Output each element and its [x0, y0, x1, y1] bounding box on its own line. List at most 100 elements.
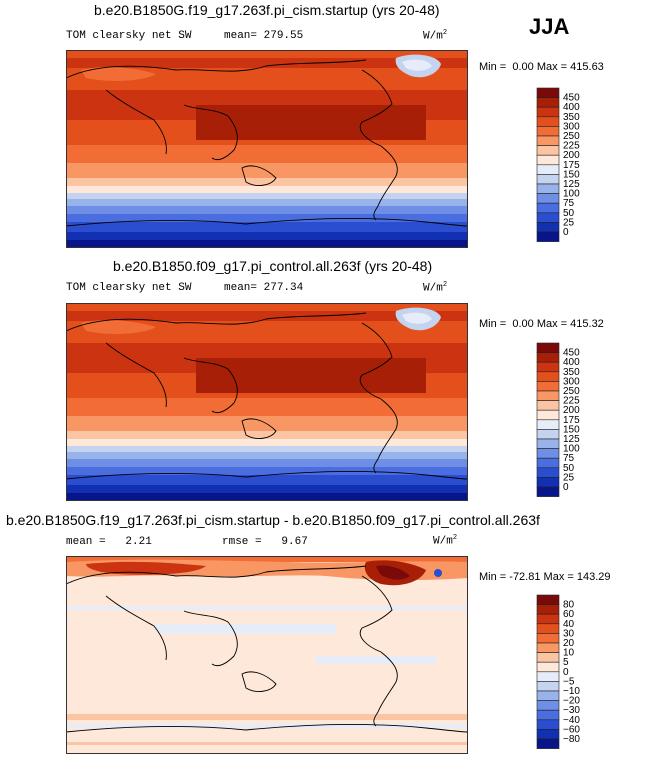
panel-3-coastlines: [65, 565, 469, 733]
colorbar-box: [536, 87, 560, 98]
panel-3-map: [65, 556, 469, 754]
panel-3-units: W/m2: [433, 534, 458, 548]
colorbar-box: [536, 390, 560, 401]
colorbar-box: [536, 438, 560, 449]
colorbar-box: [536, 690, 560, 701]
panel-1-map: [65, 50, 469, 248]
colorbar-tick-label: 80: [563, 600, 575, 611]
colorbar-tick-label: 50: [563, 208, 575, 219]
colorbar-box: [536, 429, 560, 440]
colorbar-tick-label: 300: [563, 121, 580, 132]
colorbar-tick-label: 450: [563, 348, 580, 359]
colorbar-box: [536, 661, 560, 673]
colorbar-tick-label: 50: [563, 463, 575, 474]
colorbar-tick-label: 200: [563, 405, 580, 416]
colorbar-tick-label: 100: [563, 444, 580, 455]
colorbar-tick-label: 0: [563, 482, 569, 493]
colorbar-box: [536, 126, 560, 137]
panel-3-field: [66, 556, 468, 754]
colorbar-tick-label: 175: [563, 160, 580, 171]
panel-3-title: b.e20.B1850G.f19_g17.263f.pi_cism.startu…: [6, 512, 540, 528]
colorbar-tick-label: 125: [563, 179, 580, 190]
panel-2-map: [65, 303, 469, 501]
colorbar-box: [536, 719, 560, 730]
colorbar-tick-label: 250: [563, 131, 580, 142]
colorbar-box: [536, 709, 560, 721]
colorbar-tick-label: 25: [563, 217, 575, 228]
panel-2-title: b.e20.B1850.f09_g17.pi_control.all.263f …: [113, 258, 433, 274]
colorbar-box: [536, 381, 560, 392]
colorbar-box: [536, 486, 560, 497]
colorbar-box: [536, 154, 560, 166]
colorbar-box: [536, 164, 560, 175]
colorbar-box: [536, 352, 560, 363]
panel-1-field: [66, 50, 468, 248]
colorbar-box: [536, 212, 560, 223]
colorbar-box: [536, 97, 560, 108]
panel-1-minmax: Min = 0.00 Max = 415.63: [479, 61, 604, 73]
colorbar-tick-label: 30: [563, 628, 575, 639]
colorbar-box: [536, 594, 560, 605]
colorbar-tick-label: 0: [563, 667, 569, 678]
colorbar-box: [536, 400, 560, 411]
panel-2-mean: mean= 277.34: [224, 282, 304, 294]
colorbar-tick-label: 60: [563, 609, 575, 620]
colorbar-tick-label: 10: [563, 648, 575, 659]
colorbar-tick-label: −10: [563, 686, 580, 697]
colorbar-tick-label: 225: [563, 141, 580, 152]
colorbar-tick-label: 75: [563, 198, 575, 209]
colorbar-tick-label: 150: [563, 169, 580, 180]
colorbar-box: [536, 700, 560, 711]
colorbar-box: [536, 604, 560, 615]
colorbar-tick-label: 450: [563, 93, 580, 104]
colorbar-tick-label: 350: [563, 367, 580, 378]
colorbar-box: [536, 174, 560, 185]
colorbar-tick-label: 300: [563, 376, 580, 387]
colorbar-box: [536, 477, 560, 488]
colorbar-box: [536, 145, 560, 156]
panel-2-units: W/m2: [423, 281, 448, 295]
panel-3-minmax: Min = -72.81 Max = 143.29: [479, 571, 611, 583]
colorbar-tick-label: 40: [563, 619, 575, 630]
colorbar-tick-label: −60: [563, 724, 580, 735]
colorbar-box: [536, 448, 560, 459]
panel-2-minmax: Min = 0.00 Max = 415.32: [479, 318, 604, 330]
colorbar-box: [536, 183, 560, 194]
panel-3-mean: mean = 2.21: [66, 536, 152, 548]
colorbar-box: [536, 361, 560, 373]
colorbar-box: [536, 371, 560, 382]
colorbar-box: [536, 457, 560, 469]
panel-1-title: b.e20.B1850G.f19_g17.263f.pi_cism.startu…: [94, 2, 440, 18]
colorbar-box: [536, 231, 560, 242]
colorbar-box: [536, 642, 560, 653]
panel-1-variable: TOM clearsky net SW: [66, 30, 192, 42]
colorbar-box: [536, 467, 560, 478]
colorbar-box: [536, 135, 560, 146]
colorbar-box: [536, 419, 560, 430]
colorbar-tick-label: −30: [563, 705, 580, 716]
colorbar-box: [536, 729, 560, 740]
colorbar-box: [536, 222, 560, 233]
colorbar-box: [536, 652, 560, 663]
colorbar-tick-label: −5: [563, 676, 575, 687]
colorbar-tick-label: 400: [563, 357, 580, 368]
panel-1-units: W/m2: [423, 29, 448, 43]
panel-1-coastlines: [65, 59, 469, 227]
colorbar-tick-label: 100: [563, 189, 580, 200]
colorbar-tick-label: −80: [563, 734, 580, 745]
panel-2-field: [66, 303, 468, 501]
colorbar-tick-label: 400: [563, 102, 580, 113]
colorbar-tick-label: 250: [563, 386, 580, 397]
colorbar-box: [536, 193, 560, 204]
colorbar-tick-label: 175: [563, 415, 580, 426]
colorbar-box: [536, 106, 560, 118]
colorbar-box: [536, 409, 560, 421]
colorbar-box: [536, 202, 560, 214]
colorbar-tick-label: 20: [563, 638, 575, 649]
colorbar-tick-label: 350: [563, 112, 580, 123]
colorbar-tick-label: −40: [563, 715, 580, 726]
colorbar-tick-label: 5: [563, 657, 569, 668]
